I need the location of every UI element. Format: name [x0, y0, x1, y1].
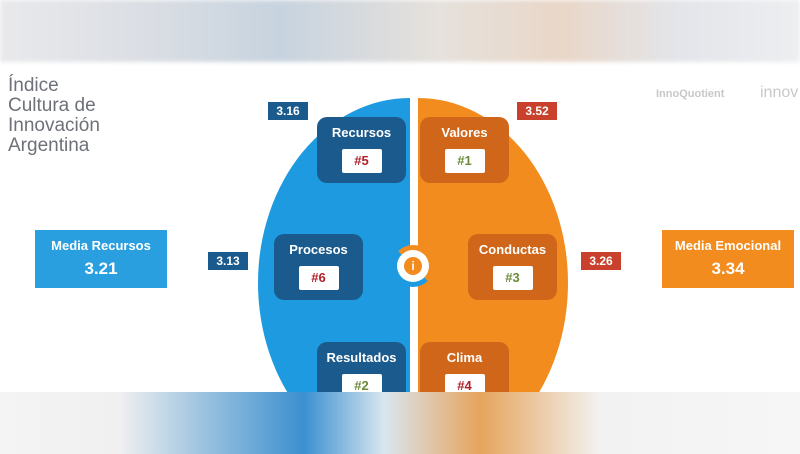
title-line: Índice — [8, 75, 59, 96]
factor-label: Valores — [441, 125, 488, 140]
innoquotient-logo: InnoQuotient — [656, 88, 725, 100]
score-valores: 3.52 — [517, 102, 557, 120]
factor-label: Clima — [446, 350, 483, 365]
factor-label: Resultados — [326, 350, 397, 365]
factor-resultados: Resultados #2 — [317, 342, 406, 392]
media-emocional: Media Emocional 3.34 — [662, 230, 794, 288]
factor-label: Conductas — [478, 242, 547, 257]
media-value: 3.34 — [711, 259, 745, 278]
title-line: Cultura de — [8, 95, 96, 116]
factor-clima: Clima #4 — [420, 342, 509, 392]
rank-badge: #4 — [444, 374, 485, 392]
score-recursos: 3.16 — [268, 102, 308, 120]
factor-procesos: Procesos #6 — [274, 234, 363, 300]
rank-badge: #3 — [492, 266, 533, 290]
rank-badge: #1 — [444, 149, 485, 173]
rank-badge: #6 — [298, 266, 339, 290]
media-value: 3.21 — [84, 259, 118, 278]
factor-recursos: Recursos #5 — [317, 117, 406, 183]
innov-logo: innov — [760, 84, 799, 101]
factor-valores: Valores #1 — [420, 117, 509, 183]
media-label: Media Emocional — [674, 238, 782, 253]
infographic: Índice Cultura de Innovación Argentina I… — [8, 76, 799, 392]
media-label: Media Recursos — [51, 238, 151, 253]
title-line: Argentina — [8, 135, 90, 156]
rank-badge: #2 — [341, 374, 382, 392]
bottom-blur-band — [0, 392, 800, 454]
rank-badge: #5 — [341, 149, 382, 173]
top-blur-band — [0, 0, 800, 62]
score-procesos: 3.13 — [208, 252, 248, 270]
factor-label: Recursos — [331, 125, 392, 140]
title-line: Innovación — [8, 115, 100, 136]
score-conductas: 3.26 — [581, 252, 621, 270]
factor-label: Procesos — [289, 242, 348, 257]
page-title: Índice Cultura de Innovación Argentina — [8, 76, 100, 156]
info-icon: i — [392, 245, 434, 287]
factor-conductas: Conductas #3 — [468, 234, 557, 300]
media-recursos: Media Recursos 3.21 — [35, 230, 167, 288]
